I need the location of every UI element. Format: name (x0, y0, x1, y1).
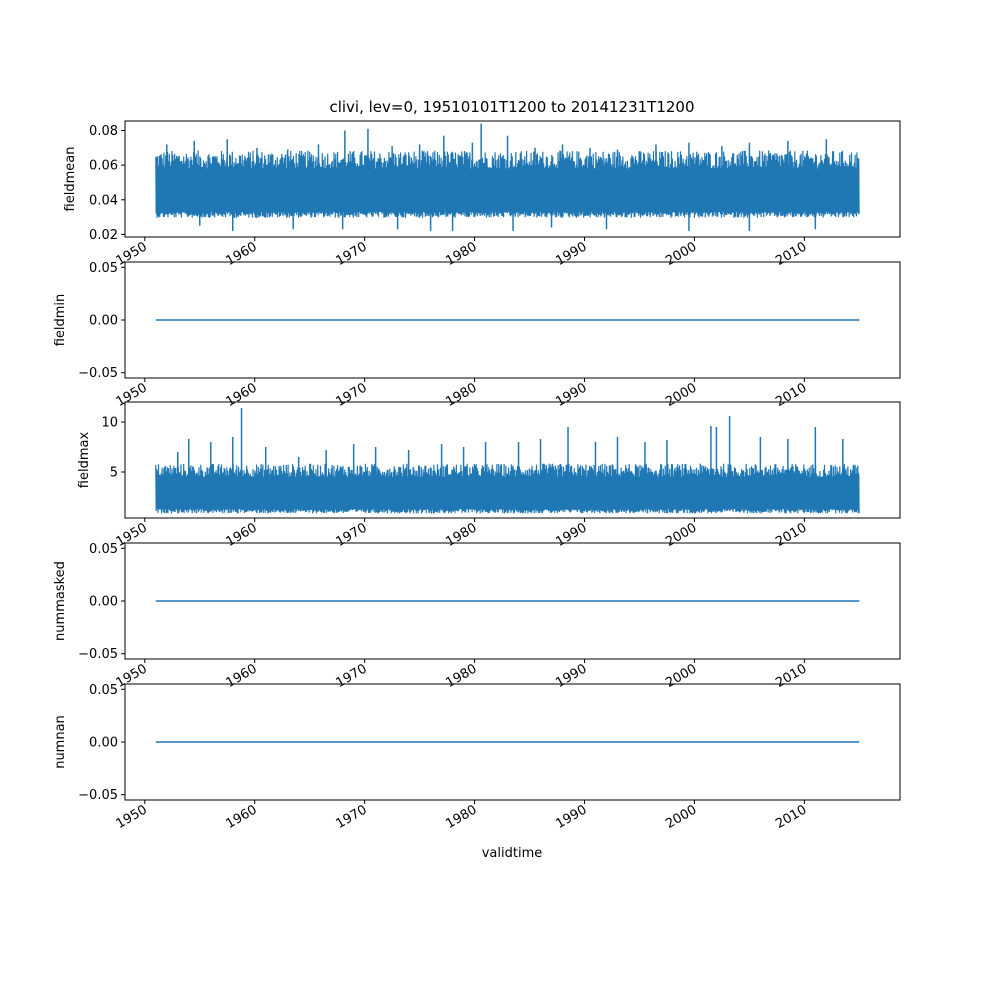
fieldmin-xtick-label-4: 1990 (553, 380, 589, 410)
numnan-y-axis-label: numnan (53, 715, 68, 769)
nummasked-xtick-label-6: 2010 (773, 661, 809, 691)
fieldmean-ytick-label-3: 0.08 (89, 124, 118, 139)
fieldmean-xtick-label-0: 1950 (114, 239, 150, 269)
nummasked-ytick-label-2: 0.05 (89, 542, 118, 557)
fieldmin-ytick-label-1: 0.00 (89, 314, 118, 329)
numnan-ytick-label-0: −0.05 (78, 788, 118, 803)
fieldmean-xtick-label-2: 1970 (333, 239, 369, 269)
x-axis-label: validtime (482, 846, 543, 861)
fieldmean-ytick-label-1: 0.04 (89, 193, 118, 208)
fieldmean-series-line (155, 150, 860, 218)
fieldmean-ytick-label-0: 0.02 (89, 228, 118, 243)
numnan-xtick-label-5: 2000 (663, 802, 699, 832)
numnan-xtick-label-3: 1980 (443, 802, 479, 832)
fieldmax-xtick-label-5: 2000 (663, 520, 699, 550)
panel-fieldmin: −0.05 0.00 0.05 fieldmin 1950 1960 1970 1980 199… (53, 261, 901, 410)
fieldmax-ytick-label-1: 10 (101, 416, 118, 431)
fieldmean-xtick-label-3: 1980 (443, 239, 479, 269)
chart-title: clivi, lev=0, 19510101T1200 to 20141231T… (329, 98, 694, 116)
fieldmean-y-axis-label: fieldmean (63, 147, 78, 212)
nummasked-y-axis-label: nummasked (53, 561, 68, 641)
nummasked-xtick-label-4: 1990 (553, 661, 589, 691)
fieldmin-y-axis-label: fieldmin (53, 294, 68, 347)
fieldmin-xtick-label-5: 2000 (663, 380, 699, 410)
fieldmin-xtick-label-2: 1970 (333, 380, 369, 410)
fieldmean-axes-frame (124, 120, 901, 238)
fieldmean-xtick-label-4: 1990 (553, 239, 589, 269)
fieldmin-ytick-label-2: 0.05 (89, 261, 118, 276)
fieldmean-xtick-label-6: 2010 (773, 239, 809, 269)
panel-nummasked: −0.05 0.00 0.05 nummasked 1950 1960 1970 1980 19… (53, 542, 901, 691)
fieldmax-axes-frame (124, 401, 901, 519)
fieldmax-xtick-label-4: 1990 (553, 520, 589, 550)
panel-fieldmean: 0.02 0.04 0.06 0.08 fieldmean 1950 1960 1970 198… (63, 120, 901, 269)
numnan-xtick-label-1: 1960 (224, 802, 260, 832)
fieldmax-xtick-label-3: 1980 (443, 520, 479, 550)
fieldmin-xtick-label-3: 1980 (443, 380, 479, 410)
panel-numnan: −0.05 0.00 0.05 numnan 1950 1960 1970 1980 1990 2… (53, 683, 901, 832)
nummasked-xtick-label-2: 1970 (333, 661, 369, 691)
nummasked-ytick-label-0: −0.05 (78, 647, 118, 662)
numnan-xtick-label-2: 1970 (333, 802, 369, 832)
fieldmax-xtick-label-2: 1970 (333, 520, 369, 550)
nummasked-xtick-label-0: 1950 (114, 661, 150, 691)
fieldmin-xtick-label-1: 1960 (224, 380, 260, 410)
nummasked-xtick-label-1: 1960 (224, 661, 260, 691)
numnan-xtick-label-4: 1990 (553, 802, 589, 832)
fieldmin-ytick-label-0: −0.05 (78, 366, 118, 381)
fieldmax-ytick-label-0: 5 (110, 466, 118, 481)
nummasked-ytick-label-1: 0.00 (89, 595, 118, 610)
numnan-ytick-label-2: 0.05 (89, 683, 118, 698)
fieldmax-xtick-label-1: 1960 (224, 520, 260, 550)
fieldmax-xtick-label-6: 2010 (773, 520, 809, 550)
numnan-xtick-label-0: 1950 (114, 802, 150, 832)
fieldmax-xtick-label-0: 1950 (114, 520, 150, 550)
fieldmean-xtick-label-1: 1960 (224, 239, 260, 269)
fieldmin-xtick-label-0: 1950 (114, 380, 150, 410)
nummasked-xtick-label-3: 1980 (443, 661, 479, 691)
numnan-xtick-label-6: 2010 (773, 802, 809, 832)
fieldmean-ytick-label-2: 0.06 (89, 159, 118, 174)
numnan-ytick-label-1: 0.00 (89, 736, 118, 751)
fieldmax-series-line (155, 463, 860, 514)
fieldmean-xtick-label-5: 2000 (663, 239, 699, 269)
fieldmin-xtick-label-6: 2010 (773, 380, 809, 410)
nummasked-xtick-label-5: 2000 (663, 661, 699, 691)
fieldmax-y-axis-label: fieldmax (77, 432, 92, 489)
subplots: 0.02 0.04 0.06 0.08 fieldmean 1950 1960 1970 198… (53, 120, 901, 832)
panel-fieldmax: 5 10 fieldmax 1950 1960 1970 1980 1990 2000 2010 (77, 401, 901, 550)
